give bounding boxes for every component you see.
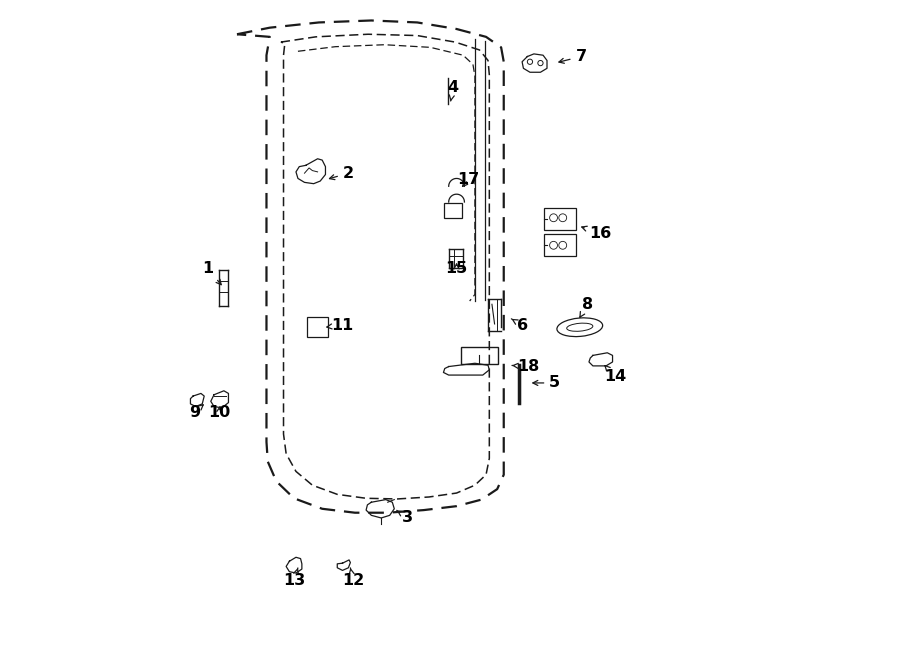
Bar [544,234,576,256]
Text: 15: 15 [446,260,468,276]
Text: 6: 6 [511,318,527,332]
Text: 11: 11 [327,318,353,332]
Text: 2: 2 [329,166,354,180]
Text: 16: 16 [581,226,612,241]
Text: 18: 18 [512,359,540,374]
Text: 8: 8 [580,297,593,317]
Text: 7: 7 [559,49,587,64]
Bar [444,204,463,217]
Text: 10: 10 [208,405,230,420]
Text: 17: 17 [457,173,480,187]
Text: 12: 12 [342,568,364,588]
Text: 4: 4 [447,81,459,101]
Bar [462,347,498,364]
Bar [544,208,576,230]
Text: 13: 13 [283,568,305,588]
Text: 5: 5 [533,375,561,391]
Bar [307,317,328,337]
Text: 14: 14 [604,366,626,384]
Text: 3: 3 [397,510,413,525]
Text: 9: 9 [189,405,203,420]
Text: 1: 1 [202,260,221,285]
